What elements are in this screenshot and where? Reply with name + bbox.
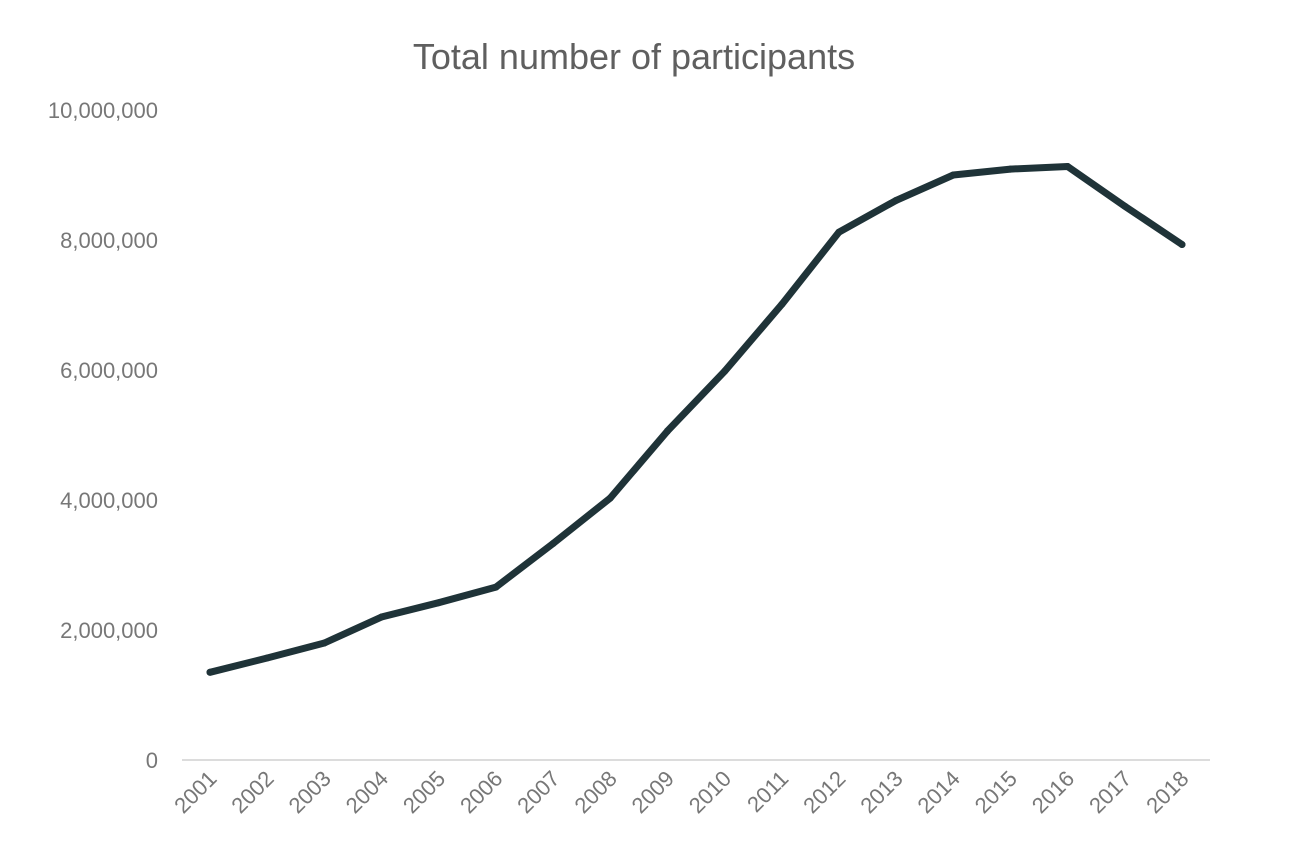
x-tick-label: 2005: [398, 766, 450, 818]
data-point: [378, 613, 386, 621]
y-tick-label: 10,000,000: [48, 98, 158, 123]
x-tick-label: 2016: [1027, 766, 1079, 818]
data-point: [835, 228, 843, 236]
x-tick-label: 2003: [284, 766, 336, 818]
x-tick-label: 2014: [913, 766, 965, 818]
x-tick-label: 2002: [226, 766, 278, 818]
data-point: [778, 300, 786, 308]
data-point: [606, 494, 614, 502]
data-point: [1178, 241, 1186, 249]
series-line: [206, 163, 1186, 676]
x-tick-label: 2008: [569, 766, 621, 818]
x-tick-label: 2011: [742, 766, 793, 817]
data-point: [263, 654, 271, 662]
data-point: [1121, 202, 1129, 210]
y-tick-label: 2,000,000: [60, 618, 158, 643]
x-tick-label: 2018: [1141, 766, 1193, 818]
data-point: [320, 639, 328, 647]
data-point: [492, 583, 500, 591]
x-tick-label: 2015: [970, 766, 1022, 818]
data-point: [1064, 163, 1072, 171]
y-tick-label: 0: [146, 748, 158, 773]
x-tick-label: 2017: [1084, 766, 1136, 818]
y-tick-label: 4,000,000: [60, 488, 158, 513]
data-point: [721, 367, 729, 375]
data-point: [892, 196, 900, 204]
data-point: [949, 171, 957, 179]
data-point: [206, 668, 214, 676]
x-tick-label: 2001: [169, 766, 221, 818]
y-tick-label: 8,000,000: [60, 228, 158, 253]
chart-title: Total number of participants: [412, 36, 856, 77]
x-tick-label: 2007: [512, 766, 564, 818]
y-tick-label: 6,000,000: [60, 358, 158, 383]
x-tick-label: 2004: [341, 766, 393, 818]
x-tick-label: 2010: [684, 766, 736, 818]
x-tick-label: 2006: [455, 766, 507, 818]
data-point: [1006, 165, 1014, 173]
x-tick-label: 2009: [627, 766, 679, 818]
x-tick-label: 2013: [855, 766, 907, 818]
data-point: [435, 599, 443, 607]
x-tick-label: 2012: [798, 766, 850, 818]
data-point: [549, 540, 557, 548]
data-point: [663, 427, 671, 435]
